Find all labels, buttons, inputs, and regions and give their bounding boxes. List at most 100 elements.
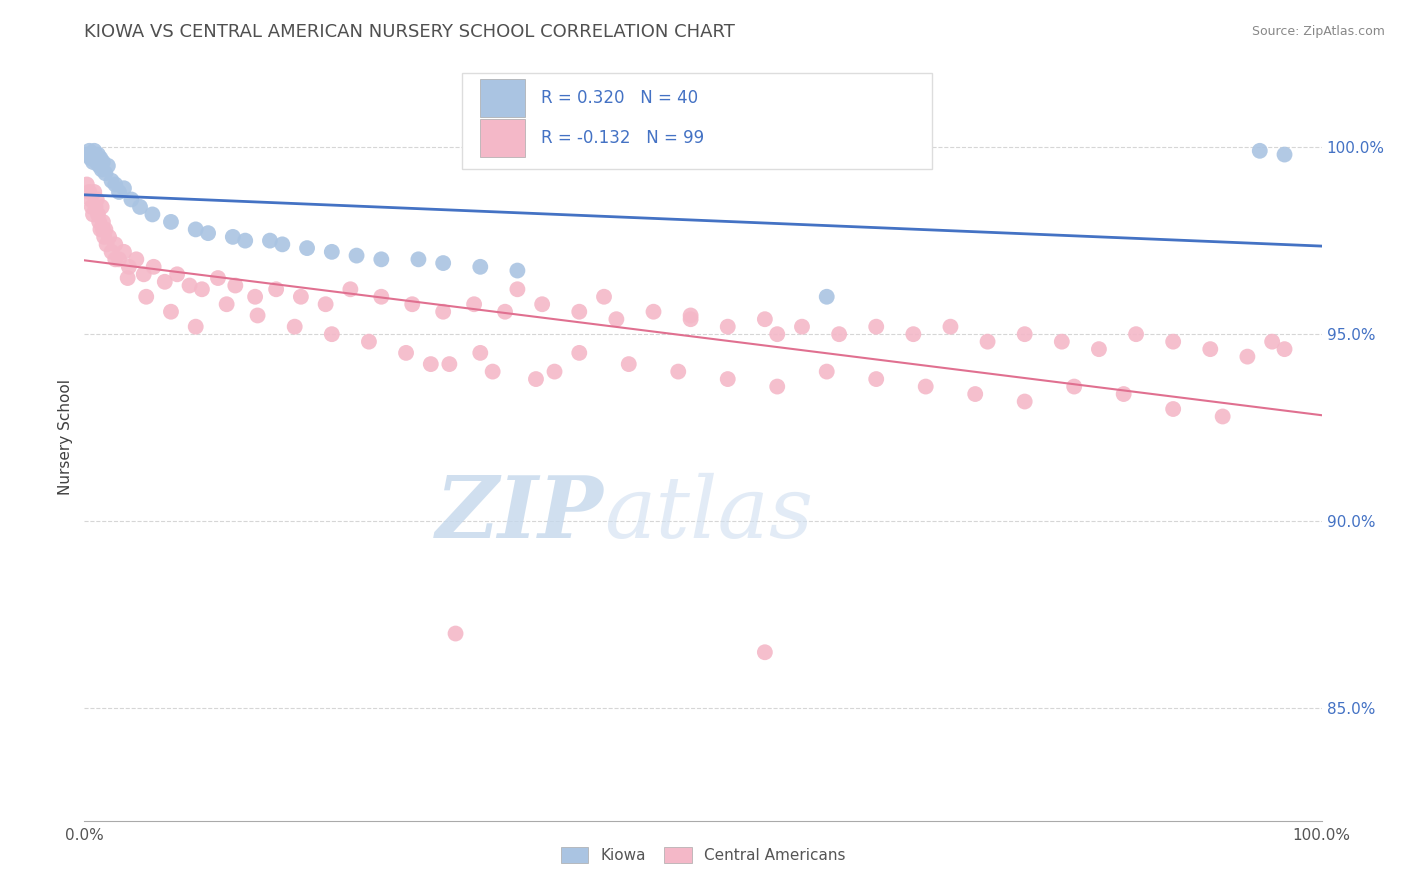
Point bbox=[84, 151, 107, 165]
Point bbox=[222, 230, 245, 244]
Point bbox=[224, 278, 246, 293]
Point bbox=[243, 290, 266, 304]
Point bbox=[90, 200, 112, 214]
Point bbox=[120, 193, 142, 207]
Point bbox=[153, 275, 176, 289]
Point bbox=[617, 357, 640, 371]
Point bbox=[1274, 147, 1296, 161]
Point bbox=[108, 252, 131, 267]
Point bbox=[104, 178, 127, 192]
Point bbox=[233, 234, 256, 248]
Y-axis label: Nursery School: Nursery School bbox=[58, 379, 73, 495]
Point bbox=[82, 207, 104, 221]
Point bbox=[531, 297, 554, 311]
Point bbox=[1199, 342, 1222, 356]
Point bbox=[90, 162, 112, 177]
Point bbox=[142, 260, 165, 274]
Point bbox=[506, 263, 529, 277]
Point bbox=[86, 155, 108, 169]
Point bbox=[271, 237, 294, 252]
Point bbox=[135, 290, 157, 304]
Point bbox=[1274, 342, 1296, 356]
Point bbox=[543, 365, 565, 379]
Point bbox=[1088, 342, 1111, 356]
Point bbox=[506, 282, 529, 296]
Point bbox=[470, 260, 492, 274]
Point bbox=[754, 645, 776, 659]
Point bbox=[125, 252, 148, 267]
Point bbox=[80, 147, 103, 161]
Point bbox=[976, 334, 998, 349]
Point bbox=[160, 215, 183, 229]
Point bbox=[79, 151, 101, 165]
Point bbox=[79, 144, 101, 158]
Point bbox=[903, 327, 925, 342]
Point bbox=[321, 244, 343, 259]
Point bbox=[246, 309, 269, 323]
Point bbox=[643, 304, 665, 318]
Point bbox=[166, 268, 188, 282]
Point bbox=[939, 319, 962, 334]
Point bbox=[679, 309, 702, 323]
Point bbox=[97, 159, 120, 173]
Point bbox=[1112, 387, 1135, 401]
Point bbox=[84, 200, 107, 214]
Point bbox=[264, 282, 287, 296]
Point bbox=[432, 256, 454, 270]
Text: atlas: atlas bbox=[605, 473, 813, 555]
Point bbox=[524, 372, 547, 386]
Point bbox=[439, 357, 461, 371]
Point bbox=[295, 241, 318, 255]
Point bbox=[914, 379, 936, 393]
Point bbox=[370, 290, 392, 304]
Point bbox=[1236, 350, 1258, 364]
Point bbox=[284, 319, 307, 334]
Point bbox=[717, 319, 740, 334]
Point bbox=[87, 147, 110, 161]
Text: R = -0.132   N = 99: R = -0.132 N = 99 bbox=[541, 129, 704, 147]
Point bbox=[339, 282, 361, 296]
Point bbox=[1249, 144, 1271, 158]
Point bbox=[91, 215, 114, 229]
Point bbox=[100, 244, 122, 259]
Point bbox=[865, 372, 887, 386]
Point bbox=[1050, 334, 1073, 349]
Legend: Kiowa, Central Americans: Kiowa, Central Americans bbox=[553, 839, 853, 871]
Point bbox=[89, 159, 111, 173]
Point bbox=[494, 304, 516, 318]
FancyBboxPatch shape bbox=[481, 120, 524, 157]
Point bbox=[91, 155, 114, 169]
Point bbox=[207, 271, 229, 285]
Point bbox=[93, 230, 115, 244]
Point bbox=[259, 234, 281, 248]
Point bbox=[717, 372, 740, 386]
Point bbox=[1161, 334, 1184, 349]
Point bbox=[87, 207, 110, 221]
Point bbox=[481, 365, 503, 379]
FancyBboxPatch shape bbox=[481, 79, 524, 117]
Point bbox=[357, 334, 380, 349]
Point bbox=[568, 304, 591, 318]
Point bbox=[184, 319, 207, 334]
Point bbox=[79, 185, 101, 199]
Point bbox=[395, 346, 418, 360]
Text: Source: ZipAtlas.com: Source: ZipAtlas.com bbox=[1251, 25, 1385, 38]
Point bbox=[94, 166, 117, 180]
Point bbox=[766, 379, 789, 393]
Point bbox=[76, 147, 98, 161]
Point bbox=[191, 282, 214, 296]
Text: KIOWA VS CENTRAL AMERICAN NURSERY SCHOOL CORRELATION CHART: KIOWA VS CENTRAL AMERICAN NURSERY SCHOOL… bbox=[84, 23, 735, 41]
Point bbox=[129, 200, 152, 214]
Point bbox=[815, 365, 838, 379]
Point bbox=[82, 155, 104, 169]
Point bbox=[79, 193, 101, 207]
Point bbox=[160, 304, 183, 318]
Point bbox=[321, 327, 343, 342]
Point bbox=[593, 290, 616, 304]
Point bbox=[141, 207, 163, 221]
Point bbox=[104, 252, 127, 267]
Point bbox=[666, 365, 689, 379]
Point bbox=[815, 290, 838, 304]
Point bbox=[1063, 379, 1085, 393]
Point bbox=[1212, 409, 1234, 424]
